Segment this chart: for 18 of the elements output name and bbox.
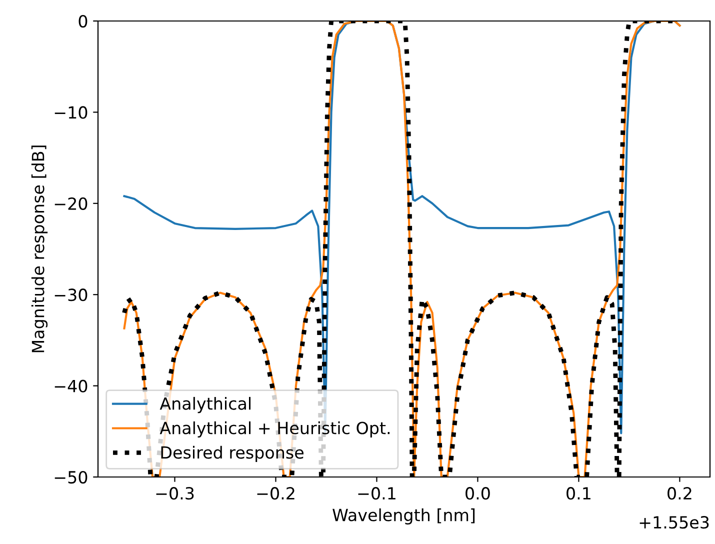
x-tick-label: 0.2 xyxy=(668,487,692,500)
y-tick-label: −40 xyxy=(54,380,88,392)
y-tick-label: −50 xyxy=(54,470,88,484)
x-tick-label: −0.3 xyxy=(156,487,194,500)
y-axis-title: Magnitude response [dB] xyxy=(31,146,48,352)
legend-label: Analythical + Heuristic Opt. xyxy=(160,421,390,438)
x-tick-label: −0.1 xyxy=(358,487,396,500)
y-tick-label: −10 xyxy=(54,106,88,119)
x-tick-label: 0.1 xyxy=(566,487,590,500)
x-tick-label: 0.0 xyxy=(466,487,490,500)
legend-label: Desired response xyxy=(161,446,304,462)
y-tick-label: −30 xyxy=(54,288,88,302)
x-axis-title: Wavelength [nm] xyxy=(332,508,475,525)
text: +1.55e3 xyxy=(640,516,709,529)
y-tick-label: −20 xyxy=(54,197,88,210)
y-tick-label: 0 xyxy=(78,14,88,28)
legend-label: Analythical xyxy=(160,396,251,414)
x-tick-label: −0.2 xyxy=(257,487,294,500)
